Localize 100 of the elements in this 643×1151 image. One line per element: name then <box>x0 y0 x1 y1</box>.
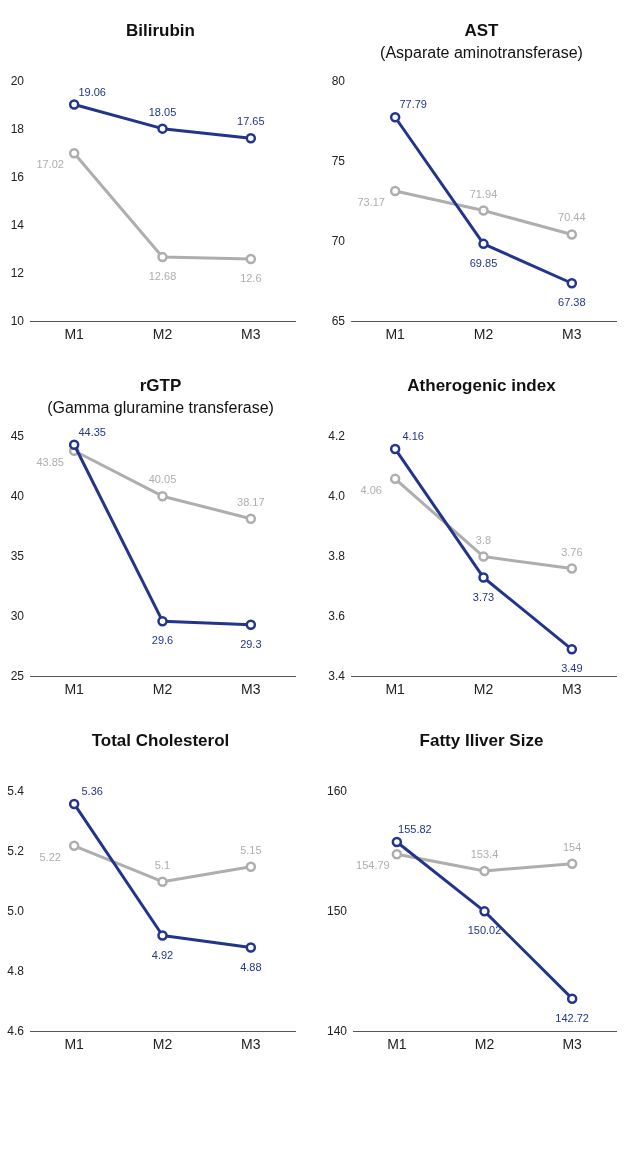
chart-title: Fatty Iliver Size <box>418 730 545 752</box>
y-tick-label: 5.0 <box>7 903 25 918</box>
x-tick-label: M2 <box>152 681 173 698</box>
data-label: 17.65 <box>237 115 265 128</box>
data-label: 3.49 <box>561 662 583 675</box>
data-label: 3.73 <box>472 590 495 603</box>
data-label: 5.15 <box>240 843 262 856</box>
y-tick-label: 30 <box>10 608 25 623</box>
y-tick-label: 4.6 <box>7 1023 25 1038</box>
data-label: 43.85 <box>36 455 64 468</box>
data-label: 38.17 <box>237 495 265 508</box>
point <box>157 930 168 941</box>
x-tick-label: M3 <box>241 1036 261 1053</box>
y-tick-label: 3.4 <box>328 668 346 683</box>
data-label: 70.44 <box>558 211 586 224</box>
data-label: 77.79 <box>399 98 427 111</box>
x-tick-label: M1 <box>64 681 85 698</box>
chart-title: Total Cholesterol <box>90 730 231 752</box>
y-tick-label: 35 <box>10 548 25 563</box>
x-tick-label: M1 <box>64 326 85 343</box>
point <box>391 849 403 860</box>
y-tick-label: 160 <box>326 784 348 799</box>
y-tick-label: 75 <box>331 154 346 169</box>
x-tick-label: M2 <box>152 1036 173 1053</box>
y-tick-label: 45 <box>10 429 25 444</box>
data-label: 5.22 <box>39 850 61 863</box>
data-label: 71.94 <box>469 187 498 200</box>
y-tick-label: 140 <box>326 1023 348 1038</box>
point <box>157 251 168 263</box>
y-tick-label: 4.8 <box>7 963 25 978</box>
data-label: 4.16 <box>402 429 424 442</box>
x-tick-label: M3 <box>241 681 261 698</box>
point <box>478 238 489 250</box>
point <box>389 473 401 485</box>
point <box>245 619 257 631</box>
point <box>157 876 168 887</box>
y-tick-label: 14 <box>10 217 25 232</box>
point <box>68 99 80 110</box>
point <box>566 858 578 870</box>
x-tick-label: M1 <box>385 326 406 343</box>
chart-title: Atherogenic index <box>406 375 557 397</box>
data-label: 4.06 <box>360 483 382 496</box>
y-tick-label: 65 <box>331 313 346 328</box>
data-label: 18.05 <box>148 105 177 118</box>
point <box>479 906 490 917</box>
data-label: 19.06 <box>78 85 106 98</box>
y-tick-label: 40 <box>10 489 25 504</box>
data-label: 29.6 <box>151 634 174 647</box>
x-tick-label: M3 <box>562 1036 583 1053</box>
data-label: 12.68 <box>148 270 177 283</box>
y-tick-label: 16 <box>10 169 25 184</box>
data-label: 5.36 <box>81 784 103 797</box>
data-label: 69.85 <box>469 256 498 269</box>
point <box>389 443 401 455</box>
data-label: 3.8 <box>475 533 492 546</box>
x-tick-label: M3 <box>562 326 582 343</box>
data-label: 142.72 <box>555 1011 589 1024</box>
data-label: 154 <box>562 840 582 853</box>
data-label: 153.4 <box>470 847 499 860</box>
point <box>566 229 578 240</box>
x-tick-label: M3 <box>562 681 582 698</box>
y-tick-label: 3.6 <box>328 608 346 623</box>
point <box>68 840 80 852</box>
chart-title: AST <box>463 20 500 42</box>
point <box>157 123 168 134</box>
x-tick-label: M1 <box>387 1036 407 1053</box>
data-label: 17.02 <box>36 158 64 171</box>
y-tick-label: 20 <box>10 74 25 89</box>
point <box>566 993 578 1004</box>
point <box>245 861 257 872</box>
y-tick-label: 4.2 <box>328 429 346 444</box>
data-label: 73.17 <box>357 195 385 208</box>
point <box>68 148 80 159</box>
y-tick-label: 10 <box>10 313 25 328</box>
point <box>157 490 168 502</box>
point <box>389 185 401 197</box>
point <box>245 513 257 524</box>
y-tick-label: 70 <box>331 233 346 248</box>
data-label: 4.92 <box>151 948 174 961</box>
x-tick-label: M1 <box>385 681 406 698</box>
x-tick-label: M1 <box>64 1036 85 1053</box>
y-tick-label: 25 <box>10 668 25 683</box>
data-label: 155.82 <box>398 823 432 836</box>
y-tick-label: 3.8 <box>328 548 346 563</box>
point <box>478 551 489 562</box>
point <box>478 205 489 216</box>
y-tick-label: 4.0 <box>328 489 346 504</box>
point <box>157 615 168 627</box>
point <box>566 278 578 289</box>
data-label: 29.3 <box>240 637 262 650</box>
point <box>68 439 80 451</box>
x-tick-label: M3 <box>241 326 261 343</box>
chart-title: Bilirubin <box>125 20 196 42</box>
point <box>478 572 489 583</box>
data-label: 67.38 <box>558 296 586 309</box>
point <box>245 132 257 144</box>
y-tick-label: 12 <box>10 265 25 280</box>
x-tick-label: M2 <box>473 326 494 343</box>
x-tick-label: M2 <box>474 1036 495 1053</box>
data-label: 3.76 <box>561 545 583 558</box>
